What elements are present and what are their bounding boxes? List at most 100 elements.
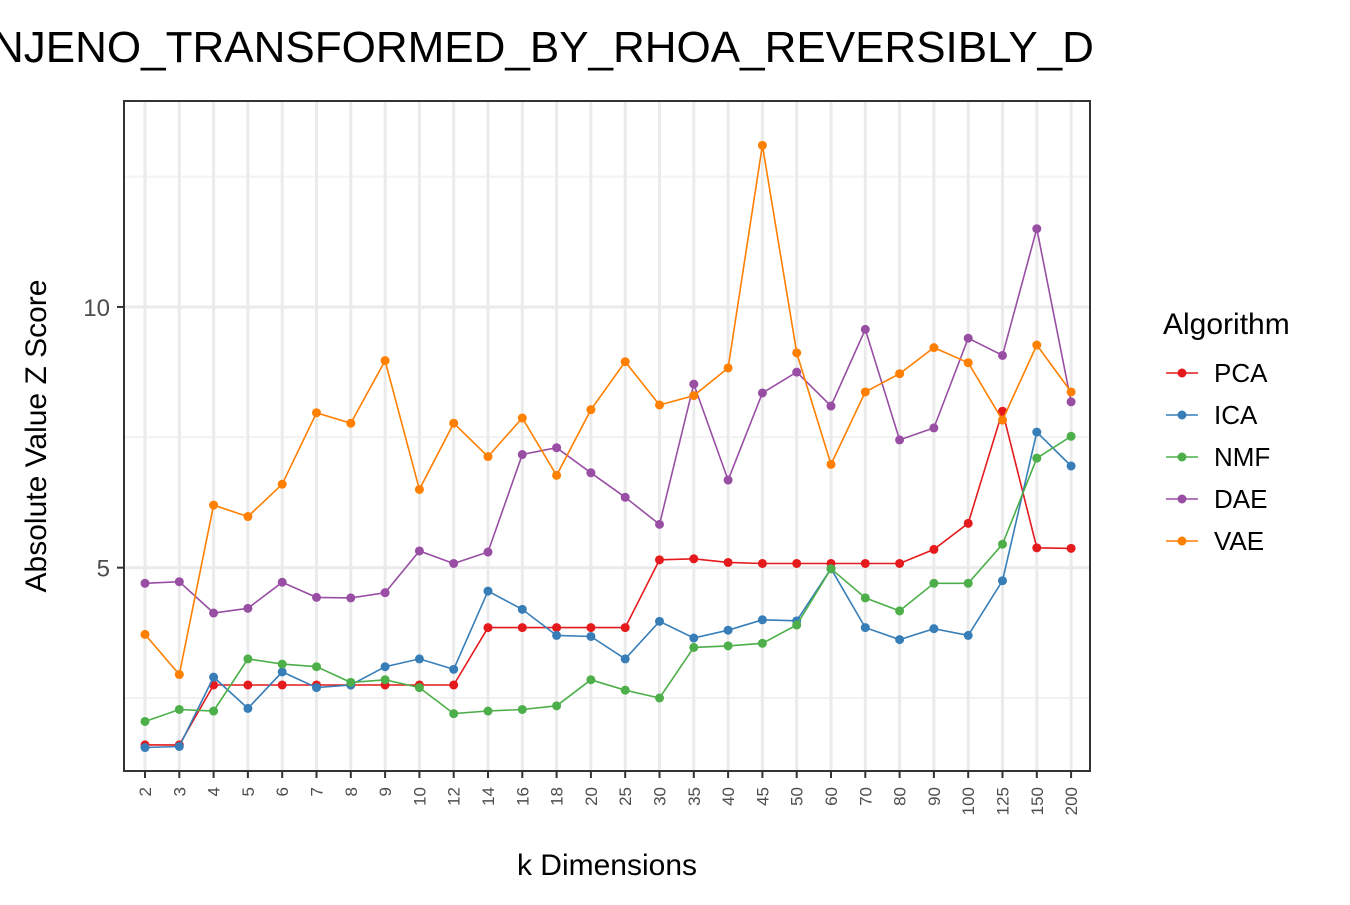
x-tick-label: 4	[205, 787, 224, 796]
data-point	[792, 367, 802, 377]
data-point	[312, 683, 321, 693]
plot-panel-border	[123, 100, 1091, 772]
x-tick-label: 45	[753, 787, 772, 806]
data-point	[243, 654, 253, 664]
data-point	[552, 623, 562, 633]
data-point	[209, 608, 219, 618]
data-point	[449, 680, 459, 690]
grid	[124, 101, 1090, 771]
legend-label: PCA	[1214, 358, 1268, 388]
data-point	[655, 519, 664, 529]
data-point	[929, 578, 939, 588]
data-point	[174, 670, 184, 680]
data-point	[998, 350, 1007, 360]
data-point	[312, 408, 321, 418]
data-point	[620, 492, 630, 502]
data-point	[174, 577, 184, 587]
x-tick-label: 14	[479, 787, 498, 806]
series-line	[144, 145, 1072, 677]
data-point	[826, 459, 836, 469]
data-point	[792, 348, 802, 358]
data-point	[449, 558, 459, 568]
data-point	[757, 615, 767, 625]
legend-key-point	[1177, 536, 1187, 546]
series-ica	[140, 427, 1076, 753]
x-tick-label: 6	[273, 787, 292, 796]
data-point	[860, 593, 870, 603]
data-point	[655, 616, 664, 626]
data-point	[174, 704, 184, 714]
legend-key-point	[1177, 494, 1187, 504]
legend-label: ICA	[1214, 400, 1258, 430]
series-nmf	[140, 431, 1076, 726]
x-tick-label: 125	[994, 787, 1013, 815]
x-tick-label: 90	[925, 787, 944, 806]
x-tick-label: 10	[410, 787, 429, 806]
data-point	[895, 558, 905, 568]
data-point	[860, 558, 870, 568]
legend: Algorithm PCA ICA NMF DAE VAE	[1163, 308, 1290, 556]
x-tick-label: 30	[651, 787, 670, 806]
x-tick-label: 8	[342, 787, 361, 796]
data-point	[140, 578, 150, 588]
data-point	[860, 387, 870, 397]
data-point	[483, 586, 493, 596]
data-point	[552, 630, 562, 640]
data-point	[140, 743, 150, 753]
data-point	[586, 405, 596, 415]
y-tick-label: 5	[97, 556, 110, 583]
x-tick-label: 12	[445, 787, 464, 806]
data-point	[998, 415, 1007, 425]
legend-label: DAE	[1214, 484, 1267, 514]
data-point	[312, 592, 321, 602]
data-point	[380, 675, 390, 685]
data-point	[1032, 543, 1042, 553]
data-point	[277, 680, 287, 690]
data-point	[689, 391, 699, 401]
data-point	[1066, 387, 1076, 397]
legend-item-nmf: NMF	[1166, 442, 1270, 472]
x-tick-label: 50	[788, 787, 807, 806]
legend-label: NMF	[1214, 442, 1270, 472]
series-line	[145, 408, 1072, 746]
data-point	[517, 704, 527, 714]
data-point	[963, 578, 973, 588]
data-point	[1066, 543, 1076, 553]
data-point	[414, 484, 424, 494]
data-point	[689, 642, 699, 652]
x-tick-label: 25	[616, 787, 635, 806]
data-point	[998, 539, 1007, 549]
data-point	[860, 324, 870, 334]
data-point	[243, 603, 253, 613]
data-point	[277, 479, 287, 489]
data-point	[826, 401, 836, 411]
data-point	[449, 418, 459, 428]
x-tick-label: 200	[1062, 787, 1081, 815]
data-point	[209, 706, 219, 716]
legend-item-vae: VAE	[1166, 526, 1264, 556]
data-point	[895, 369, 905, 379]
data-point	[209, 500, 219, 510]
data-point	[586, 675, 596, 685]
data-point	[929, 423, 939, 433]
data-point	[586, 468, 596, 478]
data-point	[860, 623, 870, 633]
data-point	[243, 512, 253, 522]
data-point	[792, 558, 802, 568]
data-point	[689, 633, 699, 643]
data-point	[620, 623, 630, 633]
series-line	[144, 435, 1072, 723]
data-point	[723, 363, 733, 373]
x-axis-title: k Dimensions	[517, 849, 697, 882]
data-point	[483, 452, 493, 462]
legend-item-dae: DAE	[1166, 484, 1267, 514]
data-point	[929, 343, 939, 353]
data-point	[1032, 453, 1042, 463]
data-point	[552, 443, 562, 453]
data-point	[895, 435, 905, 445]
x-tick-label: 100	[959, 787, 978, 815]
data-point	[414, 546, 424, 556]
data-point	[483, 623, 493, 633]
data-point	[895, 635, 905, 645]
